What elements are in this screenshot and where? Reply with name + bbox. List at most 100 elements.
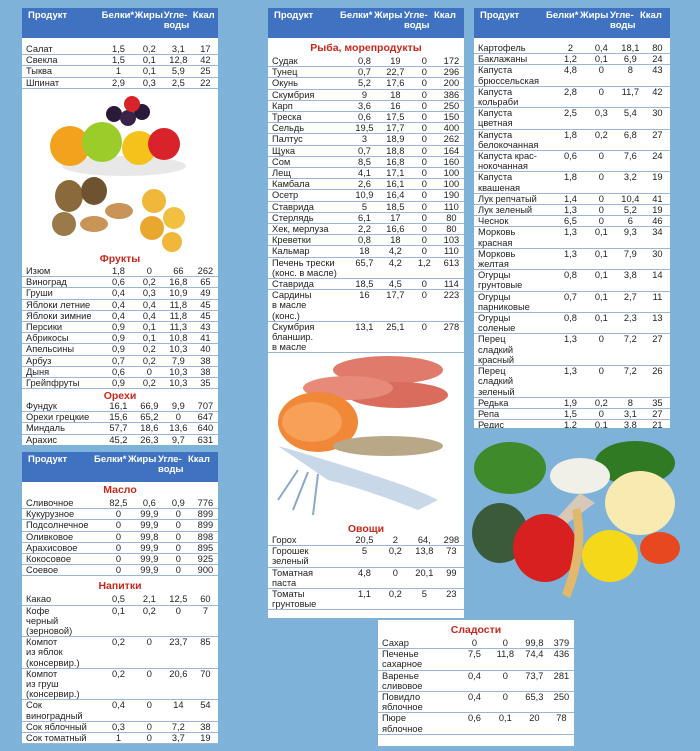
cell-carbs: 0: [175, 509, 181, 520]
cell-kcal: 262: [197, 266, 214, 276]
cell-fat: 0,1: [142, 55, 156, 66]
table-drinks: Какао 0,5 2,1 12,5 60 Кофе черный (зерновой) 0…: [22, 594, 218, 744]
cell-kcal: 49: [200, 288, 211, 299]
cell-protein: 0: [115, 531, 122, 542]
cell-protein: 10,9: [355, 190, 374, 201]
cell-carbs: 0: [175, 554, 181, 565]
table-row: Тыква 1 0,1 5,9 25: [22, 66, 218, 78]
table-row: Кукурузное 0 99,9 0 899: [22, 509, 218, 521]
table-row: Стерлядь 6,1 17 0 80: [268, 213, 464, 225]
cell-product: Компот из яблок (консервир.): [26, 637, 80, 668]
cell-product: Кофе черный (зерновой): [26, 605, 73, 637]
cell-kcal: 114: [444, 279, 459, 290]
cell-protein: 20,5: [355, 535, 374, 545]
cell-product: Баклажаны: [478, 54, 528, 65]
cell-product: Капуста крас- нокочанная: [478, 151, 537, 172]
cell-carbs: 0: [175, 605, 181, 616]
cell-protein: 82,5: [109, 498, 128, 508]
cell-fat: 99,9: [140, 542, 159, 553]
cell-protein: 0: [471, 638, 478, 648]
cell-fat: 99,9: [140, 554, 159, 565]
cell-protein: 0: [115, 542, 122, 553]
cell-kcal: 27: [652, 408, 663, 419]
cell-kcal: 776: [197, 498, 214, 508]
cell-protein: 0,7: [111, 355, 125, 366]
cell-fat: 0,1: [142, 66, 156, 77]
table-row: Лук зеленый 1,3 0 5,2 19: [474, 205, 670, 217]
cell-carbs: 3,8: [623, 270, 637, 281]
cell-carbs: 5,4: [623, 108, 637, 119]
cell-kcal: 25: [200, 66, 211, 77]
table-row: Салат 1,5 0,2 3,1 17: [22, 44, 218, 56]
cell-product: Пюре яблочное: [382, 713, 423, 734]
cell-kcal: 298: [443, 535, 460, 545]
cell-carbs: 0: [421, 235, 427, 246]
section-title-fish: Рыба, морепродукты: [310, 42, 422, 54]
cell-kcal: 925: [197, 554, 214, 565]
cell-protein: 15,6: [109, 412, 128, 423]
cell-fat: 0: [598, 86, 604, 97]
cell-protein: 1,1: [357, 589, 371, 600]
header-protein: Белки*: [94, 454, 127, 465]
cell-carbs: 0: [421, 112, 427, 123]
cell-protein: 0,3: [111, 721, 125, 732]
cell-fat: 16: [390, 100, 401, 111]
cell-product: Яблоки зимние: [26, 310, 92, 321]
cell-protein: 2,8: [563, 86, 577, 97]
cell-fat: 17,7: [386, 290, 405, 301]
cell-carbs: 16,8: [169, 277, 188, 288]
cell-product: Окунь: [272, 78, 299, 89]
table-row: Томатная паста 4,8 0 20,1 99: [268, 568, 464, 590]
cell-protein: 1: [115, 733, 122, 744]
cell-carbs: 3,1: [623, 408, 637, 419]
cell-product: Креветки: [272, 235, 311, 246]
cell-product: Карп: [272, 100, 293, 111]
cell-product: Капуста цветная: [478, 108, 513, 129]
cell-product: Сок виноградный: [26, 700, 83, 721]
cell-protein: 65,7: [355, 257, 374, 268]
cell-product: Капуста белокочанная: [478, 129, 539, 150]
header-fat: Жиры: [128, 454, 157, 465]
table-row: Капуста белокочанная 1,8 0,2 6,8 27: [474, 129, 670, 152]
cell-kcal: 164: [443, 145, 460, 156]
cell-product: Сок томатный: [26, 733, 87, 744]
cell-product: Сахар: [382, 638, 409, 648]
cell-protein: 0: [115, 520, 122, 531]
cell-fat: 0,1: [594, 313, 608, 324]
cell-product: Капуста кольраби: [478, 86, 519, 108]
cell-protein: 0,8: [563, 270, 577, 281]
header-carbs: Угле- воды: [404, 10, 430, 31]
cell-product: Чеснок: [478, 216, 509, 227]
cell-carbs: 18,1: [621, 43, 640, 53]
cell-protein: 0,8: [357, 235, 371, 246]
cell-fat: 0: [502, 670, 508, 681]
cell-protein: 2,6: [357, 179, 371, 190]
cell-product: Морковь красная: [478, 227, 516, 248]
cell-carbs: 5,2: [623, 205, 637, 216]
cell-product: Сардины в масле (конс.): [272, 290, 312, 321]
cell-protein: 8,5: [357, 156, 371, 167]
cell-fat: 0,1: [594, 291, 608, 302]
cell-carbs: 12,8: [169, 55, 188, 66]
table-header: Продукт Белки* Жиры Угле- воды Ккал: [474, 8, 670, 38]
cell-product: Томаты грунтовые: [272, 589, 317, 610]
cell-product: Изюм: [26, 266, 51, 276]
cell-fat: 0: [598, 366, 604, 377]
cell-product: Компот из груш (консервир.): [26, 668, 80, 700]
cell-fat: 0: [146, 668, 152, 679]
table-row: Тунец 0,7 22,7 0 296: [268, 67, 464, 79]
cell-fat: 11,8: [496, 649, 515, 660]
cell-kcal: 70: [200, 668, 211, 679]
cell-fat: 0,3: [594, 108, 608, 119]
header-kcal: Ккал: [434, 10, 456, 21]
cell-fat: 65,2: [140, 412, 159, 423]
table-row: Свекла 1,5 0,1 12,8 42: [22, 55, 218, 67]
table-row: Капуста цветная 2,5 0,3 5,4 30: [474, 108, 670, 130]
cell-carbs: 0: [175, 565, 181, 576]
cell-protein: 1,3: [563, 334, 577, 345]
cell-carbs: 0: [175, 412, 181, 423]
table-row: Окунь 5,2 17,6 0 200: [268, 78, 464, 90]
table-row: Грейпфруты 0,9 0,2 10,3 35: [22, 378, 218, 390]
section-title-vegetables: Овощи: [347, 523, 385, 535]
cell-kcal: 24: [652, 54, 663, 65]
